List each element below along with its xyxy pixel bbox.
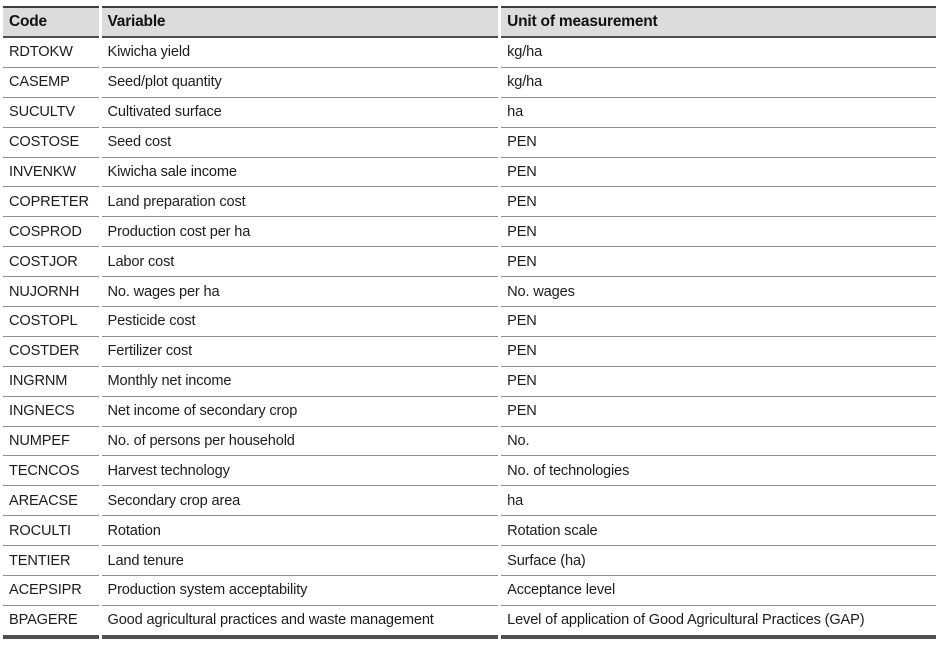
cell-unit: PEN xyxy=(501,187,936,218)
cell-code: NUMPEF xyxy=(3,427,99,457)
cell-variable: No. of persons per household xyxy=(101,427,499,457)
table-header: Code Variable Unit of measurement xyxy=(3,6,936,38)
cell-unit: kg/ha xyxy=(501,68,936,98)
cell-variable: Land tenure xyxy=(101,546,499,577)
cell-unit: PEN xyxy=(501,397,936,427)
cell-code: ROCULTI xyxy=(3,516,99,547)
cell-code: SUCULTV xyxy=(3,98,99,128)
cell-variable: Secondary crop area xyxy=(101,486,499,517)
cell-code: INGRNM xyxy=(3,367,99,397)
table-row: INGNECS Net income of secondary crop PEN xyxy=(3,397,936,427)
table-row: COPRETER Land preparation cost PEN xyxy=(3,187,936,218)
table-row: NUMPEF No. of persons per household No. xyxy=(3,427,936,457)
cell-unit: Acceptance level xyxy=(501,576,936,606)
cell-code: COSTDER xyxy=(3,337,99,367)
cell-code: NUJORNH xyxy=(3,277,99,308)
header-row: Code Variable Unit of measurement xyxy=(3,6,936,38)
cell-code: INGNECS xyxy=(3,397,99,427)
cell-unit: PEN xyxy=(501,307,936,337)
cell-unit: Surface (ha) xyxy=(501,546,936,577)
cell-variable: Kiwicha sale income xyxy=(101,158,499,188)
column-header-code: Code xyxy=(3,6,99,38)
cell-code: COPRETER xyxy=(3,187,99,218)
column-header-unit: Unit of measurement xyxy=(501,6,936,38)
cell-code: BPAGERE xyxy=(3,606,99,639)
cell-unit: No. xyxy=(501,427,936,457)
cell-code: TECNCOS xyxy=(3,456,99,487)
table-row: INGRNM Monthly net income PEN xyxy=(3,367,936,397)
cell-unit: PEN xyxy=(501,337,936,367)
cell-variable: Kiwicha yield xyxy=(101,38,499,68)
cell-code: CASEMP xyxy=(3,68,99,98)
variables-table: Code Variable Unit of measurement RDTOKW… xyxy=(0,6,939,639)
cell-variable: Land preparation cost xyxy=(101,187,499,218)
table-row: TECNCOS Harvest technology No. of technolo… xyxy=(3,456,936,487)
cell-unit: Rotation scale xyxy=(501,516,936,547)
cell-unit: PEN xyxy=(501,367,936,397)
cell-code: RDTOKW xyxy=(3,38,99,68)
cell-code: TENTIER xyxy=(3,546,99,577)
cell-unit: PEN xyxy=(501,247,936,278)
cell-variable: Seed/plot quantity xyxy=(101,68,499,98)
cell-code: COSTOSE xyxy=(3,128,99,158)
cell-code: COSTOPL xyxy=(3,307,99,337)
cell-variable: Good agricultural practices and waste ma… xyxy=(101,606,499,639)
table-row: CASEMP Seed/plot quantity kg/ha xyxy=(3,68,936,98)
cell-unit: ha xyxy=(501,98,936,128)
table-row: TENTIER Land tenure Surface (ha) xyxy=(3,546,936,577)
table-row: COSPROD Production cost per ha PEN xyxy=(3,217,936,248)
table-row: COSTJOR Labor cost PEN xyxy=(3,247,936,278)
cell-variable: Harvest technology xyxy=(101,456,499,487)
cell-code: COSPROD xyxy=(3,217,99,248)
cell-variable: Production system acceptability xyxy=(101,576,499,606)
cell-code: AREACSE xyxy=(3,486,99,517)
table-row: BPAGERE Good agricultural practices and w… xyxy=(3,606,936,639)
cell-unit: PEN xyxy=(501,217,936,248)
table-row: ROCULTI Rotation Rotation scale xyxy=(3,516,936,547)
cell-unit: ha xyxy=(501,486,936,517)
cell-unit: No. of technologies xyxy=(501,456,936,487)
cell-unit: Level of application of Good Agricultura… xyxy=(501,606,936,639)
cell-variable: Cultivated surface xyxy=(101,98,499,128)
cell-variable: Fertilizer cost xyxy=(101,337,499,367)
cell-code: COSTJOR xyxy=(3,247,99,278)
cell-unit: No. wages xyxy=(501,277,936,308)
table-body: RDTOKW Kiwicha yield kg/ha CASEMP Seed/plot … xyxy=(3,38,936,639)
table-row: SUCULTV Cultivated surface ha xyxy=(3,98,936,128)
cell-code: INVENKW xyxy=(3,158,99,188)
cell-variable: Production cost per ha xyxy=(101,217,499,248)
cell-variable: Rotation xyxy=(101,516,499,547)
table-row: COSTOSE Seed cost PEN xyxy=(3,128,936,158)
table-row: COSTOPL Pesticide cost PEN xyxy=(3,307,936,337)
table-row: COSTDER Fertilizer cost PEN xyxy=(3,337,936,367)
cell-variable: No. wages per ha xyxy=(101,277,499,308)
column-header-variable: Variable xyxy=(101,6,499,38)
cell-variable: Monthly net income xyxy=(101,367,499,397)
cell-unit: PEN xyxy=(501,128,936,158)
cell-variable: Seed cost xyxy=(101,128,499,158)
table-row: RDTOKW Kiwicha yield kg/ha xyxy=(3,38,936,68)
table-row: NUJORNH No. wages per ha No. wages xyxy=(3,277,936,308)
cell-unit: PEN xyxy=(501,158,936,188)
cell-code: ACEPSIPR xyxy=(3,576,99,606)
cell-variable: Pesticide cost xyxy=(101,307,499,337)
cell-variable: Net income of secondary crop xyxy=(101,397,499,427)
cell-unit: kg/ha xyxy=(501,38,936,68)
cell-variable: Labor cost xyxy=(101,247,499,278)
table-row: AREACSE Secondary crop area ha xyxy=(3,486,936,517)
table-row: ACEPSIPR Production system acceptability A… xyxy=(3,576,936,606)
table-row: INVENKW Kiwicha sale income PEN xyxy=(3,158,936,188)
